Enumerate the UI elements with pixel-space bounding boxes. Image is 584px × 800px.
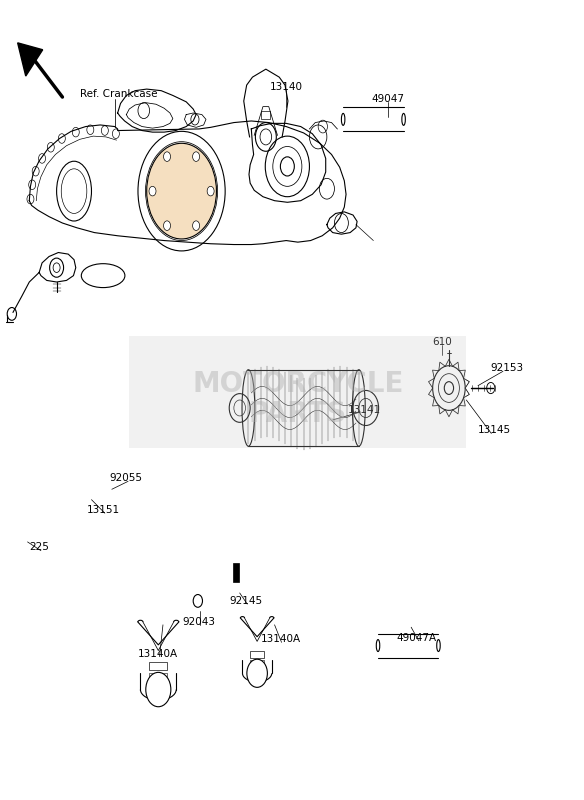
Ellipse shape — [437, 639, 440, 651]
Text: 13140A: 13140A — [138, 649, 178, 658]
Circle shape — [176, 183, 187, 199]
Circle shape — [146, 672, 171, 706]
Text: 92145: 92145 — [229, 596, 262, 606]
FancyBboxPatch shape — [150, 662, 167, 670]
FancyBboxPatch shape — [250, 660, 265, 666]
Text: 49047A: 49047A — [397, 633, 437, 642]
Text: 225: 225 — [29, 542, 49, 553]
Circle shape — [193, 152, 200, 162]
Text: 49047: 49047 — [371, 94, 404, 104]
Text: 13141: 13141 — [348, 405, 381, 414]
Circle shape — [147, 143, 217, 239]
Text: PARTS: PARTS — [249, 400, 347, 428]
Text: 92043: 92043 — [183, 617, 215, 626]
FancyBboxPatch shape — [261, 111, 270, 119]
Text: 13140: 13140 — [270, 82, 303, 92]
Circle shape — [193, 594, 203, 607]
Polygon shape — [18, 43, 43, 76]
FancyBboxPatch shape — [129, 336, 467, 448]
Circle shape — [164, 221, 171, 230]
Ellipse shape — [353, 370, 365, 446]
Circle shape — [164, 152, 171, 162]
Circle shape — [247, 659, 267, 687]
Circle shape — [193, 221, 200, 230]
Text: 13151: 13151 — [86, 505, 120, 515]
Circle shape — [149, 186, 156, 196]
FancyBboxPatch shape — [232, 562, 238, 582]
FancyBboxPatch shape — [150, 674, 167, 681]
Circle shape — [444, 382, 454, 394]
Text: 610: 610 — [432, 337, 452, 347]
Circle shape — [207, 186, 214, 196]
Text: 13140A: 13140A — [260, 634, 300, 644]
Text: Ref. Crankcase: Ref. Crankcase — [80, 89, 157, 98]
Text: 92153: 92153 — [491, 363, 524, 373]
Text: 92055: 92055 — [110, 473, 143, 483]
Text: MOTORCYCLE: MOTORCYCLE — [192, 370, 404, 398]
Text: 13145: 13145 — [478, 426, 511, 435]
FancyBboxPatch shape — [250, 650, 265, 658]
Ellipse shape — [402, 114, 405, 126]
